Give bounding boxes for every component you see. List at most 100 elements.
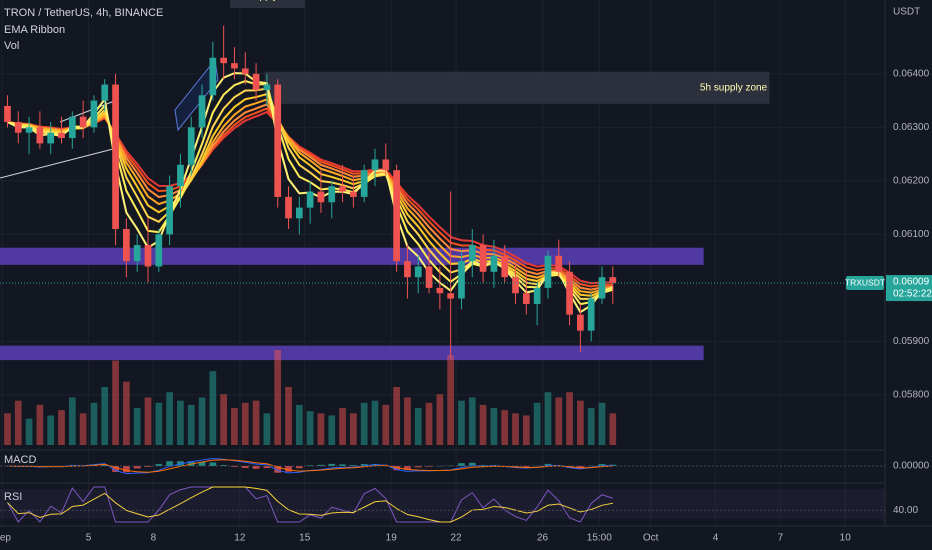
zone-label: 5h supply zone xyxy=(700,82,768,93)
volume-bar xyxy=(501,410,509,445)
macd-hist xyxy=(609,464,617,466)
macd-hist xyxy=(198,461,206,466)
macd-hist xyxy=(101,464,109,466)
volume-bar xyxy=(187,404,195,445)
candle-body xyxy=(123,229,130,262)
candle-body xyxy=(14,121,22,133)
macd-hist xyxy=(220,465,228,466)
x-tick-label: 5 xyxy=(86,533,92,544)
volume-bar xyxy=(241,402,249,445)
chart-title: TRON / TetherUS, 4h, BINANCE xyxy=(4,7,163,19)
zone xyxy=(264,71,770,104)
volume-bar xyxy=(79,413,87,445)
candle-body xyxy=(79,116,87,128)
candle-body xyxy=(144,245,152,267)
volume-bar xyxy=(425,402,433,445)
candle-body xyxy=(393,170,400,262)
plot-area: 2h supply zone 5h supply zone xyxy=(0,0,885,523)
symbol-label: TRXUSDT xyxy=(845,277,885,287)
volume-bar xyxy=(317,413,325,445)
volume-bar xyxy=(414,408,422,445)
macd-line xyxy=(7,459,613,473)
candle-body xyxy=(371,159,379,171)
y-tick-label: 0.05900 xyxy=(893,336,930,347)
macd-hist xyxy=(317,464,325,466)
volume-bar xyxy=(101,386,109,445)
volume-bar xyxy=(14,400,22,445)
volume-bar xyxy=(285,386,292,445)
candle-body xyxy=(458,261,465,299)
volume-bar xyxy=(306,411,314,445)
candle-body xyxy=(58,132,65,139)
candle-body xyxy=(306,191,314,208)
x-tick-label: 22 xyxy=(451,533,463,544)
macd-hist xyxy=(144,466,152,467)
candle-body xyxy=(436,287,444,294)
candle-body xyxy=(36,127,44,144)
x-tick-label: 15 xyxy=(299,533,311,544)
volume-bar xyxy=(436,394,444,445)
volume-bar xyxy=(577,400,584,445)
x-tick-label: 19 xyxy=(386,533,398,544)
candle-body xyxy=(577,314,584,331)
volume-bar xyxy=(274,350,282,445)
candle-body xyxy=(566,271,573,315)
macd-hist xyxy=(436,465,444,467)
volume-bar xyxy=(371,400,379,445)
x-tick-label: Sep xyxy=(0,533,11,544)
candle-body xyxy=(198,95,206,128)
candle-body xyxy=(425,266,433,288)
volume-bar xyxy=(544,392,552,445)
x-tick-label: 12 xyxy=(234,533,246,544)
candle-body xyxy=(339,186,346,192)
macd-hist xyxy=(360,464,368,466)
volume-bar xyxy=(123,381,130,445)
volume-bar xyxy=(252,400,260,445)
volume-bar xyxy=(609,413,617,445)
x-tick-label: 7 xyxy=(778,533,784,544)
y-tick-label: 0.06300 xyxy=(893,122,930,133)
candle-body xyxy=(598,277,606,299)
rsi-line xyxy=(7,486,613,523)
candle-body xyxy=(231,63,238,69)
volume-bar xyxy=(133,408,141,445)
candle-body xyxy=(295,207,303,219)
candle-body xyxy=(133,245,141,262)
volume-bar xyxy=(479,404,487,445)
macd-hist xyxy=(209,462,217,466)
volume-bar xyxy=(25,418,33,445)
volume-bar xyxy=(231,408,238,445)
volume-bar xyxy=(166,392,173,445)
volume-bar xyxy=(155,402,163,445)
candle-body xyxy=(252,73,260,90)
volume-bar xyxy=(468,397,476,445)
volume-bar xyxy=(90,402,98,445)
candle-body xyxy=(241,68,249,74)
volume-bar xyxy=(512,413,519,445)
volume-bar xyxy=(447,355,455,445)
macd-hist xyxy=(414,466,422,468)
volume-bar xyxy=(68,397,76,445)
candle-body xyxy=(68,116,76,139)
macd-hist xyxy=(274,466,282,473)
volume-bar xyxy=(382,404,390,445)
volume-bar xyxy=(295,404,303,445)
candle-body xyxy=(479,245,487,272)
volume-bar xyxy=(393,386,400,445)
currency: USDT xyxy=(893,7,920,18)
x-tick-label: 8 xyxy=(151,533,157,544)
candle-body xyxy=(414,266,422,278)
candle-body xyxy=(274,84,282,197)
volume-bar xyxy=(58,410,65,445)
x-tick-label: 10 xyxy=(840,533,852,544)
candle-body xyxy=(382,159,390,171)
candle-body xyxy=(220,57,228,64)
macd-hist xyxy=(123,466,130,473)
macd-hist xyxy=(587,465,595,467)
volume-bar xyxy=(36,404,44,445)
macd-hist xyxy=(598,464,606,466)
volume-bar xyxy=(350,413,357,445)
candle-body xyxy=(328,186,336,203)
candle-body xyxy=(4,105,11,122)
